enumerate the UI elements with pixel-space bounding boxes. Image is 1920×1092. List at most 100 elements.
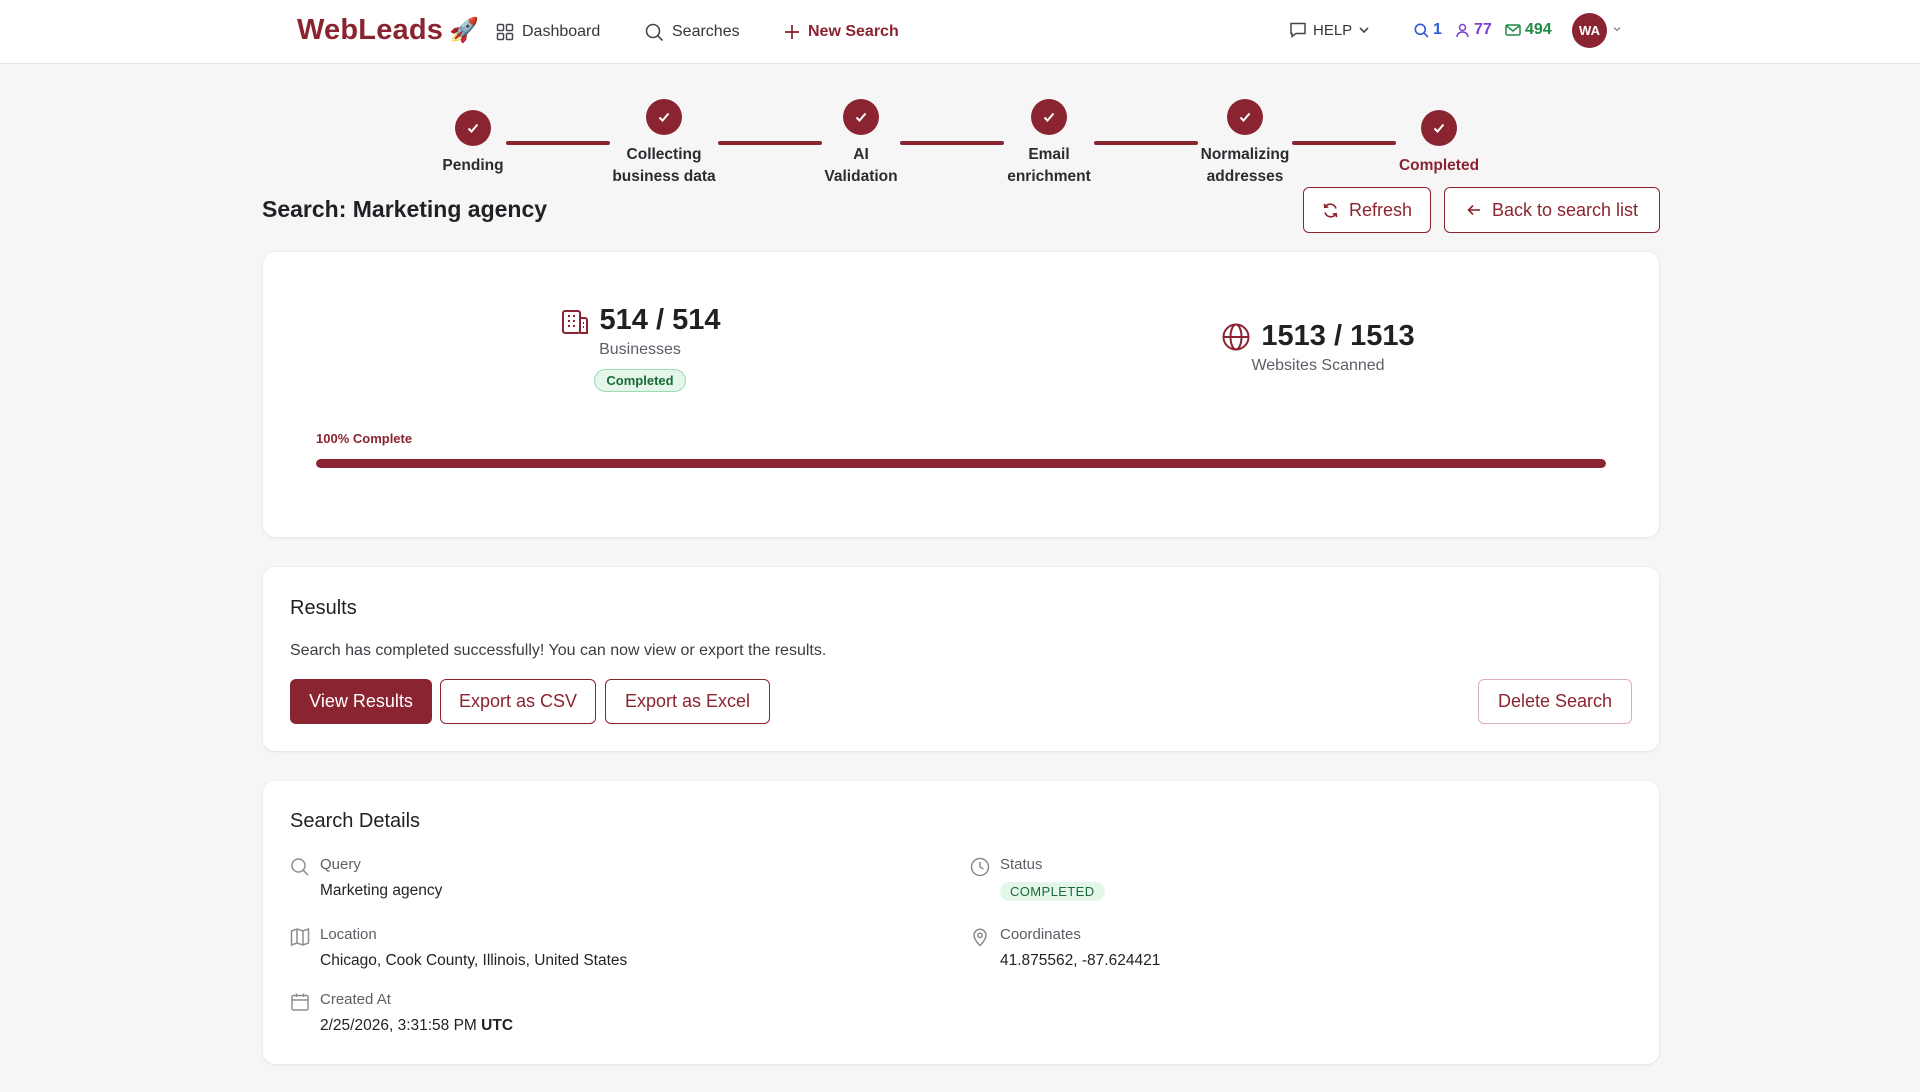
check-icon — [646, 99, 682, 135]
search-icon — [645, 23, 664, 42]
step-label: Completed — [1398, 157, 1480, 174]
step-label: Normalizing addresses — [1200, 146, 1290, 185]
step-connector — [506, 141, 610, 145]
websites-label: Websites Scanned — [1251, 357, 1385, 374]
detail-created-at: Created At 2/25/2026, 3:31:58 PM UTC — [290, 990, 513, 1036]
created-label: Created At — [320, 991, 391, 1008]
step-connector — [1292, 141, 1396, 145]
results-card: Results Search has completed successfull… — [263, 567, 1659, 751]
avatar[interactable]: WA — [1572, 13, 1607, 48]
refresh-button[interactable]: Refresh — [1303, 187, 1431, 233]
refresh-icon — [1322, 202, 1339, 219]
step-label: Email enrichment — [1007, 146, 1091, 185]
coordinates-label: Coordinates — [1000, 926, 1081, 943]
created-value: 2/25/2026, 3:31:58 PM UTC — [320, 1017, 514, 1034]
status-label: Status — [1000, 856, 1043, 873]
export-csv-button[interactable]: Export as CSV — [440, 679, 596, 724]
progress-card: 514 / 514 Businesses Completed 1513 / 15… — [263, 252, 1659, 537]
page-title: Search: Marketing agency — [262, 196, 548, 222]
grid-icon — [496, 23, 514, 41]
chat-icon — [1289, 21, 1307, 39]
location-value: Chicago, Cook County, Illinois, United S… — [320, 952, 628, 969]
export-excel-button[interactable]: Export as Excel — [605, 679, 770, 724]
help-label: HELP — [1313, 21, 1353, 39]
chevron-down-icon[interactable] — [1612, 24, 1622, 34]
detail-status: Status COMPLETED — [970, 855, 1105, 901]
step-normalizing: Normalizing addresses — [1170, 99, 1320, 188]
detail-query: Query Marketing agency — [290, 855, 442, 901]
check-icon — [1421, 110, 1457, 146]
top-navbar: WebLeads 🚀 Dashboard Searches New Search — [0, 0, 1920, 64]
detail-location: Location Chicago, Cook County, Illinois,… — [290, 925, 627, 971]
view-results-button[interactable]: View Results — [290, 679, 432, 724]
plus-icon — [784, 24, 800, 40]
nav-new-search-label: New Search — [808, 23, 899, 40]
query-label: Query — [320, 856, 361, 873]
step-connector — [900, 141, 1004, 145]
searches-count-stat: 1 — [1414, 16, 1442, 44]
map-icon — [290, 927, 310, 971]
building-icon — [560, 306, 590, 336]
step-collecting: Collecting business data — [589, 99, 739, 188]
progress-percent-label: 100% Complete — [316, 431, 413, 446]
websites-value: 1513 / 1513 — [1261, 320, 1415, 352]
contacts-count-stat: 77 — [1455, 16, 1492, 44]
businesses-label: Businesses — [599, 341, 681, 358]
arrow-left-icon — [1466, 202, 1482, 218]
search-icon — [290, 857, 310, 901]
mail-icon — [1505, 23, 1521, 37]
location-label: Location — [320, 926, 377, 943]
map-pin-icon — [970, 927, 990, 971]
status-badge: Completed — [594, 369, 686, 392]
contacts-count: 77 — [1474, 21, 1492, 38]
brand-logo-link[interactable]: WebLeads 🚀 — [297, 12, 479, 48]
calendar-icon — [290, 992, 310, 1036]
timezone: UTC — [481, 1017, 514, 1034]
progress-bar-fill — [316, 459, 1606, 468]
step-connector — [718, 141, 822, 145]
progress-bar — [316, 459, 1606, 468]
clock-icon — [970, 857, 990, 901]
step-label: Pending — [442, 157, 504, 174]
nav-searches-link[interactable]: Searches — [645, 18, 740, 46]
help-dropdown[interactable]: HELP — [1289, 16, 1370, 44]
nav-searches-label: Searches — [672, 23, 740, 40]
coordinates-value: 41.875562, -87.624421 — [1000, 952, 1161, 969]
search-details-card: Search Details Query Marketing agency Lo… — [263, 781, 1659, 1064]
emails-count: 494 — [1525, 21, 1552, 38]
status-badge: COMPLETED — [1000, 882, 1105, 901]
nav-new-search-link[interactable]: New Search — [784, 18, 899, 46]
results-message: Search has completed successfully! You c… — [290, 642, 827, 659]
progress-stepper: Pending Collecting business data AI Valida… — [0, 88, 1920, 188]
check-icon — [1031, 99, 1067, 135]
nav-dashboard-link[interactable]: Dashboard — [496, 18, 600, 46]
step-connector — [1094, 141, 1198, 145]
businesses-metric: 514 / 514 Businesses Completed — [540, 304, 740, 392]
rocket-icon: 🚀 — [449, 16, 480, 44]
results-heading: Results — [290, 597, 357, 619]
step-ai-validation: AI Validation — [786, 99, 936, 188]
globe-icon — [1221, 322, 1251, 352]
step-label: AI Validation — [824, 146, 898, 185]
delete-search-button[interactable]: Delete Search — [1478, 679, 1632, 724]
step-pending: Pending — [398, 110, 548, 177]
chevron-down-icon — [1358, 24, 1370, 36]
websites-metric: 1513 / 1513 Websites Scanned — [1198, 320, 1438, 375]
search-icon — [1414, 23, 1429, 38]
query-value: Marketing agency — [320, 882, 443, 899]
user-icon — [1455, 23, 1470, 38]
businesses-value: 514 / 514 — [599, 304, 721, 336]
detail-coordinates: Coordinates 41.875562, -87.624421 — [970, 925, 1160, 971]
details-heading: Search Details — [290, 810, 421, 832]
check-icon — [1227, 99, 1263, 135]
step-label: Collecting business data — [612, 146, 716, 185]
back-to-search-list-button[interactable]: Back to search list — [1444, 187, 1660, 233]
step-email-enrichment: Email enrichment — [974, 99, 1124, 188]
searches-count: 1 — [1433, 21, 1442, 38]
brand-name: WebLeads — [297, 13, 444, 46]
emails-count-stat: 494 — [1505, 16, 1552, 44]
check-icon — [455, 110, 491, 146]
step-completed: Completed — [1364, 110, 1514, 177]
back-label: Back to search list — [1491, 199, 1639, 220]
check-icon — [843, 99, 879, 135]
